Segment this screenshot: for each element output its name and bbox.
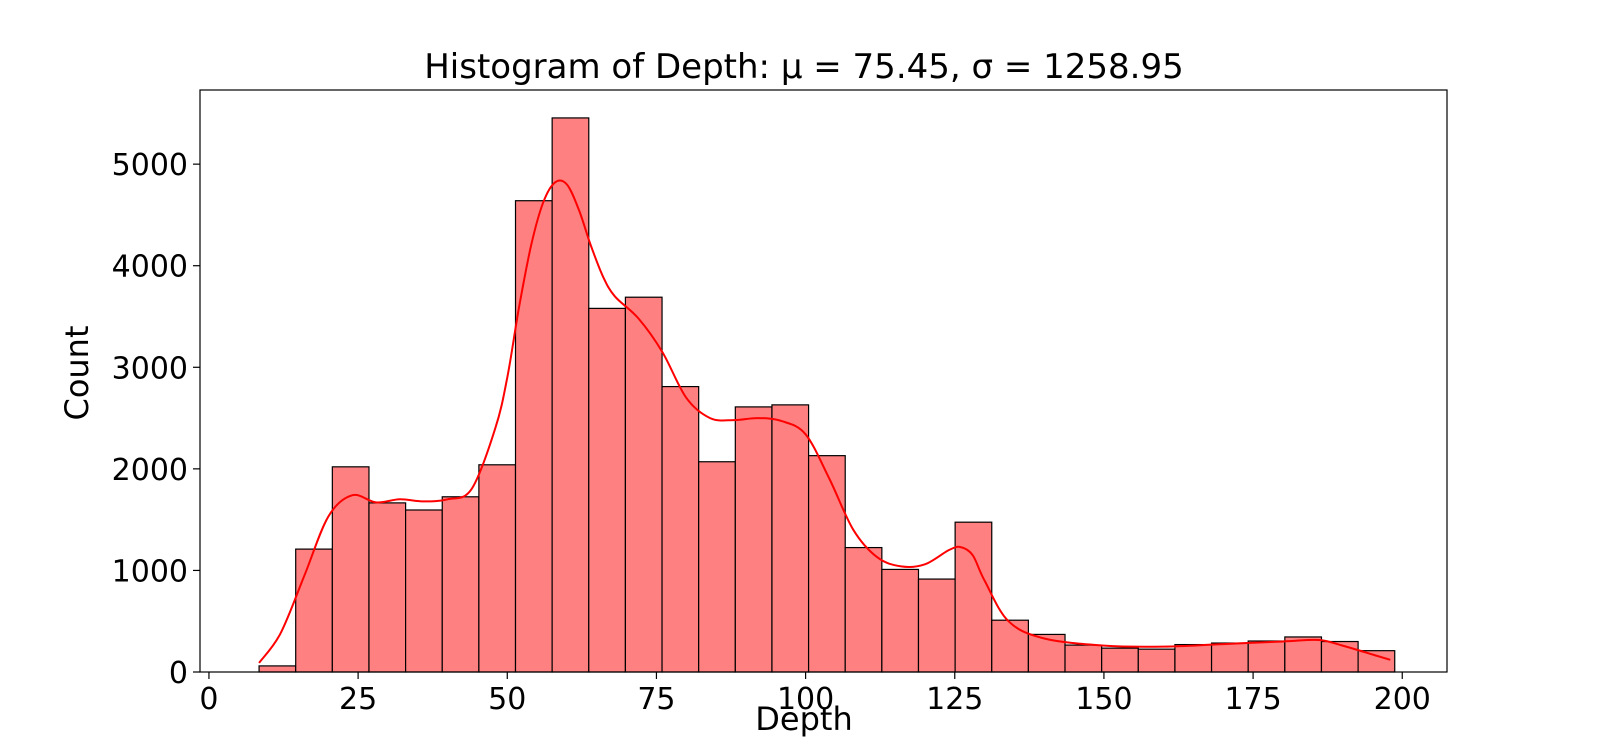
histogram-bar — [771, 404, 810, 673]
kde-curve — [258, 179, 1391, 664]
x-tick-label: 200 — [1374, 682, 1431, 717]
histogram-bar — [441, 496, 480, 673]
histogram-bar — [1247, 640, 1286, 673]
histogram-bar — [1064, 644, 1103, 673]
histogram-bars — [258, 117, 1396, 673]
histogram-bar — [258, 665, 297, 673]
y-tick-label: 4000 — [112, 250, 188, 285]
x-axis-ticks: 0 25 50 75 100 125 150 175 200 — [199, 672, 1431, 717]
y-axis-label: Count — [58, 325, 96, 420]
x-tick-label: 175 — [1224, 682, 1281, 717]
histogram-bar — [1210, 642, 1249, 673]
histogram-bar — [991, 619, 1029, 673]
histogram-bar — [1357, 650, 1396, 673]
histogram-bar — [807, 455, 846, 673]
histogram-bar — [1320, 640, 1359, 673]
histogram-bar — [1137, 648, 1176, 673]
x-tick-label: 25 — [339, 682, 377, 717]
histogram-bar — [624, 296, 663, 673]
histogram-bar — [844, 546, 883, 673]
y-tick-label: 1000 — [112, 554, 188, 589]
histogram-bar — [588, 307, 627, 673]
histogram-bar — [405, 509, 443, 673]
histogram-bar — [478, 464, 517, 673]
histogram-bar — [1284, 636, 1323, 673]
chart-title: Histogram of Depth: μ = 75.45, σ = 1258.… — [424, 47, 1184, 87]
x-tick-label: 125 — [926, 682, 983, 717]
histogram-bar — [551, 117, 590, 673]
x-tick-label: 0 — [199, 682, 218, 717]
histogram-bar — [954, 521, 993, 673]
histogram-bar — [734, 406, 773, 673]
histogram-bar — [295, 548, 333, 673]
y-axis-ticks: 0 1000 2000 3000 4000 5000 — [112, 148, 200, 691]
y-tick-label: 0 — [169, 656, 188, 691]
y-tick-label: 3000 — [112, 351, 188, 386]
histogram-bar — [661, 385, 700, 673]
x-tick-label: 150 — [1075, 682, 1132, 717]
histogram-bar — [1101, 647, 1139, 673]
histogram-bar — [917, 578, 956, 673]
x-tick-label: 75 — [637, 682, 675, 717]
y-tick-label: 2000 — [112, 453, 188, 488]
histogram-bar — [881, 568, 920, 673]
histogram-bar — [1174, 643, 1213, 673]
plot-frame — [199, 89, 1448, 673]
histogram-bar — [331, 466, 370, 673]
histogram-bar — [368, 502, 407, 673]
x-axis-label: Depth — [755, 700, 852, 738]
y-tick-label: 5000 — [112, 148, 188, 183]
x-tick-label: 100 — [777, 682, 834, 717]
x-tick-label: 50 — [488, 682, 526, 717]
histogram-bar — [514, 200, 553, 673]
histogram-bar — [698, 461, 736, 673]
